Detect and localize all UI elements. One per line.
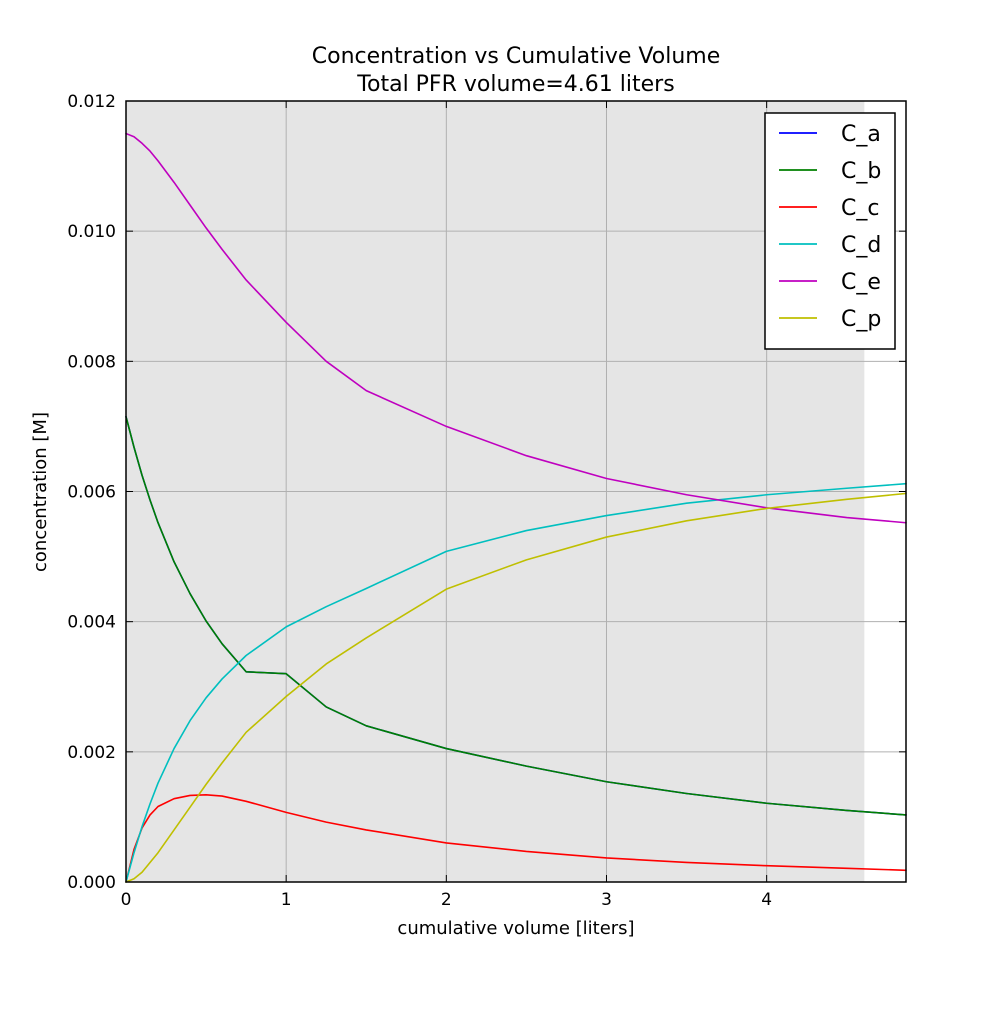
series-line-c-d xyxy=(125,482,907,883)
tick-labels: 0 1 2 3 4 0.000 0.002 0.004 0.006 0.008 0.010 0.012 xyxy=(67,92,772,910)
x-axis-label: cumulative volume [liters] xyxy=(397,918,634,939)
y-tick-label: 0.006 xyxy=(67,483,116,503)
y-tick-label: 0.012 xyxy=(67,92,116,112)
y-tick-label: 0.004 xyxy=(67,613,116,633)
y-tick-label: 0.000 xyxy=(67,873,116,893)
x-tick-label: 1 xyxy=(281,890,292,910)
y-axis-label: concentration [M] xyxy=(30,412,51,572)
legend-entry-label: C_c xyxy=(841,196,879,221)
chart-subtitle: Total PFR volume=4.61 liters xyxy=(356,72,674,97)
x-tick-label: 4 xyxy=(761,890,772,910)
y-tick-label: 0.002 xyxy=(67,743,116,763)
legend-entry-label: C_d xyxy=(841,233,881,258)
series-layer xyxy=(125,132,907,883)
series-line-c-p xyxy=(125,492,907,883)
legend: C_a C_b C_c C_d C_e C_p xyxy=(764,112,896,350)
legend-entry-label: C_a xyxy=(841,122,881,147)
legend-entry-label: C_b xyxy=(841,159,881,184)
series-line-c-c xyxy=(125,793,907,883)
y-tick-label: 0.008 xyxy=(67,352,116,372)
chart-title: Concentration vs Cumulative Volume xyxy=(312,44,720,69)
legend-entry-label: C_e xyxy=(841,270,881,295)
legend-box xyxy=(764,112,896,350)
x-tick-label: 0 xyxy=(121,890,132,910)
x-tick-label: 2 xyxy=(441,890,452,910)
series-line-c-e xyxy=(125,132,907,524)
series-line-c-b xyxy=(125,415,907,816)
legend-entry-label: C_p xyxy=(841,307,881,332)
y-tick-label: 0.010 xyxy=(67,222,116,242)
axes xyxy=(125,100,907,883)
x-tick-label: 3 xyxy=(601,890,612,910)
